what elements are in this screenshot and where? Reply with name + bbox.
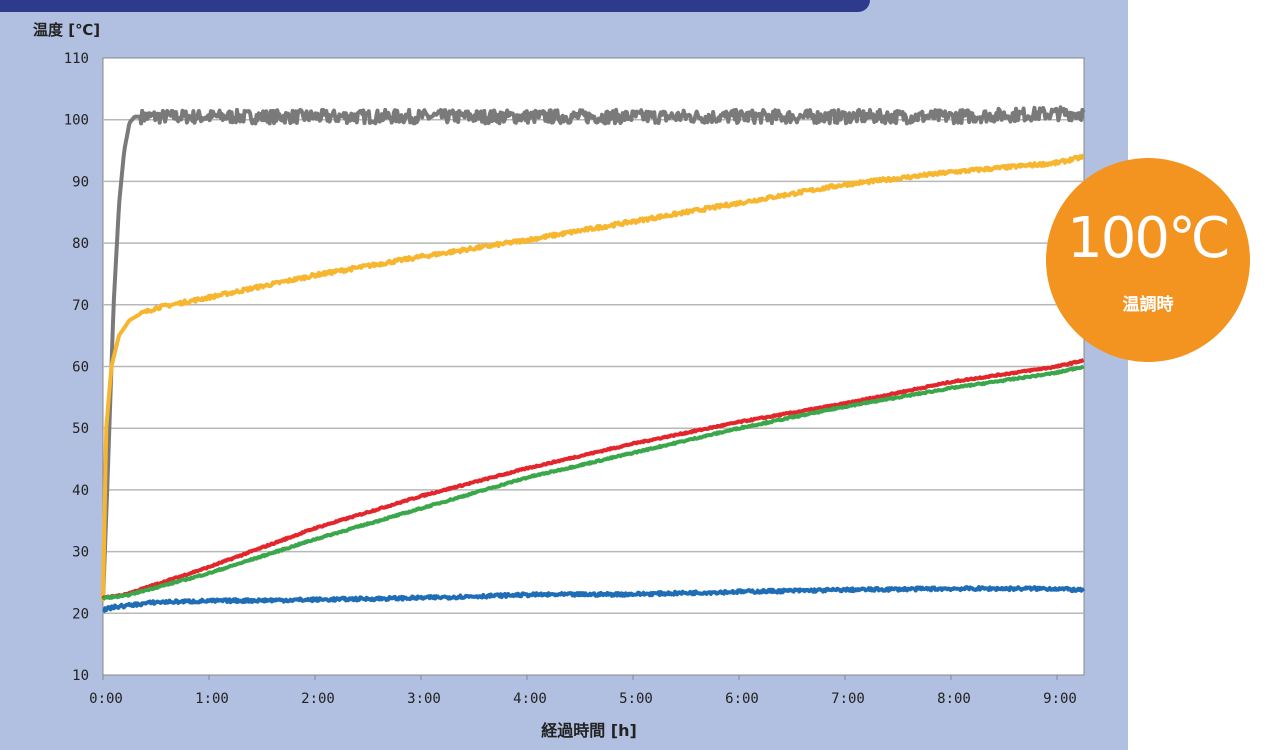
badge-caption: 温調時: [1122, 295, 1174, 315]
x-tick-label: 6:00: [725, 691, 759, 707]
x-tick-label: 9:00: [1043, 691, 1077, 707]
y-tick-label: 70: [72, 298, 89, 314]
series-line-5: [102, 585, 1086, 614]
series-line-2: [101, 153, 1085, 602]
series-line-1: [101, 105, 1086, 602]
y-tick-label: 110: [64, 51, 89, 67]
y-axis-label: 温度 [℃]: [33, 21, 100, 39]
x-tick-label: 4:00: [513, 691, 547, 707]
y-tick-label: 100: [64, 113, 89, 129]
temperature-badge: 100℃ 温調時: [1046, 158, 1250, 362]
y-tick-label: 40: [72, 483, 89, 499]
y-tick-label: 10: [72, 668, 89, 684]
x-tick-label: 8:00: [937, 691, 971, 707]
x-tick-label: 3:00: [407, 691, 441, 707]
y-tick-label: 90: [72, 174, 89, 190]
x-tick-label: 7:00: [831, 691, 865, 707]
header-banner: [0, 0, 870, 12]
x-tick-label: 1:00: [195, 691, 229, 707]
x-tick-label: 2:00: [301, 691, 335, 707]
series-line-4: [101, 364, 1085, 601]
y-tick-label: 60: [72, 360, 89, 376]
badge-temperature: 100℃: [1067, 206, 1231, 271]
y-tick-label: 50: [72, 421, 89, 437]
x-axis-label: 経過時間 [h]: [541, 721, 637, 740]
y-tick-label: 20: [72, 606, 89, 622]
series-line-3: [101, 358, 1085, 600]
x-tick-label: 5:00: [619, 691, 653, 707]
y-tick-label: 30: [72, 545, 89, 561]
x-tick-label: 0:00: [89, 691, 123, 707]
y-tick-label: 80: [72, 236, 89, 252]
